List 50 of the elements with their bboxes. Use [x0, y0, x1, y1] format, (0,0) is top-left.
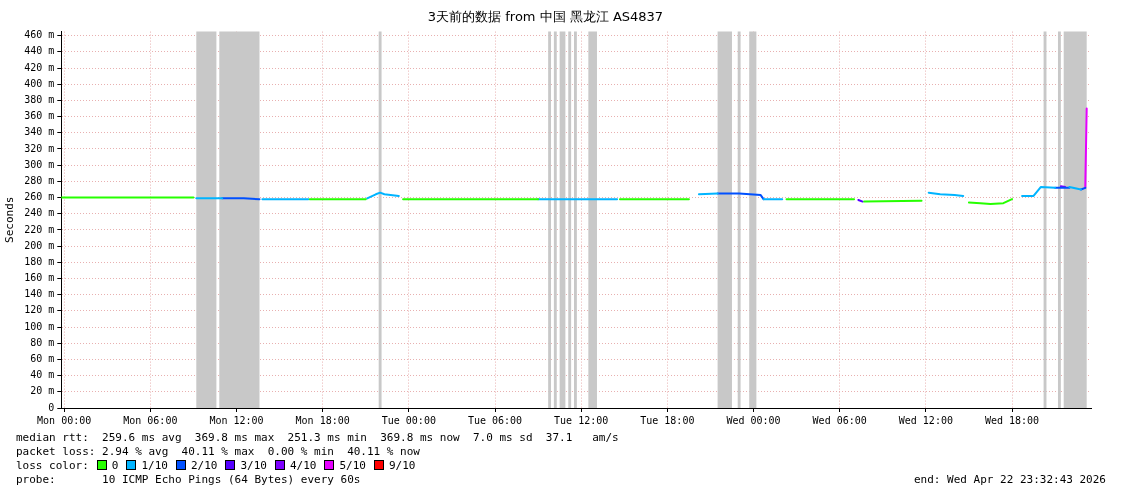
- y-tick-label: 100 m: [24, 320, 55, 332]
- x-tick-label: Tue 06:00: [467, 414, 523, 426]
- x-tick-label: Mon 06:00: [123, 414, 178, 426]
- y-tick-label: 180 m: [24, 255, 55, 267]
- legend-label: 5/10: [339, 459, 366, 472]
- y-tick-label: 300 m: [24, 158, 55, 170]
- text: median rtt: 259.6 ms avg 369.8 ms max 251.3 ms min 369.8 ms now 7.0 ms sd 37.1 am/s: [16, 431, 620, 445]
- legend-title: loss color:: [16, 459, 89, 472]
- x-tick-label: Wed 06:00: [812, 414, 867, 426]
- y-tick-label: 380 m: [24, 94, 55, 105]
- x-tick-label: Wed 12:00: [898, 414, 953, 426]
- y-tick-label: 0: [48, 401, 55, 413]
- y-tick-label: 360 m: [24, 110, 55, 122]
- x-tick-label: Mon 00:00: [37, 414, 92, 426]
- x-tick-label: Wed 00:00: [726, 414, 781, 426]
- y-tick-label: 280 m: [24, 174, 55, 186]
- y-axis-title: Seconds: [3, 196, 17, 243]
- legend-label: 2/10: [190, 459, 218, 472]
- x-tick-label: Tue 12:00: [554, 414, 609, 426]
- legend-label: 0: [111, 459, 119, 472]
- y-tick-label: 240 m: [24, 207, 55, 219]
- y-tick-label: 80 m: [30, 336, 55, 348]
- x-tick-label: Wed 18:00: [984, 414, 1040, 426]
- chart-title: 3天前的数据 from 中国 黑龙江 AS4837: [427, 9, 664, 25]
- x-tick-label: Mon 12:00: [209, 414, 264, 426]
- text: probe: 10 ICMP Echo Pings (64 Bytes) every 60s: [16, 473, 361, 486]
- y-tick-label: 320 m: [24, 142, 55, 154]
- y-tick-label: 420 m: [24, 61, 55, 73]
- y-tick-label: 340 m: [24, 126, 55, 138]
- text: end: Wed Apr 22 23:32:43 2026: [913, 473, 1106, 487]
- x-tick-label: Tue 18:00: [640, 414, 695, 426]
- y-tick-label: 220 m: [24, 223, 55, 235]
- legend-label: 9/10: [388, 459, 416, 472]
- legend-label: 3/10: [240, 459, 267, 472]
- y-tick-label: 20 m: [30, 385, 55, 397]
- y-tick-label: 200 m: [24, 239, 55, 251]
- y-tick-label: 400 m: [24, 77, 55, 89]
- legend-label: 4/10: [289, 459, 317, 472]
- y-tick-label: 260 m: [24, 191, 55, 203]
- y-tick-label: 440 m: [24, 45, 55, 57]
- legend-label: 1/10: [141, 459, 168, 472]
- text: packet loss: 2.94 % avg 40.11 % max 0.00 % min 40.11 % now: [16, 445, 421, 459]
- y-tick-label: 60 m: [30, 353, 55, 365]
- y-tick-label: 460 m: [24, 29, 55, 41]
- y-tick-label: 140 m: [24, 288, 55, 300]
- x-tick-label: Mon 18:00: [295, 414, 350, 426]
- y-tick-label: 120 m: [24, 304, 55, 316]
- y-tick-label: 160 m: [24, 272, 55, 284]
- x-tick-label: Tue 00:00: [381, 414, 436, 426]
- y-tick-label: 40 m: [30, 369, 55, 381]
